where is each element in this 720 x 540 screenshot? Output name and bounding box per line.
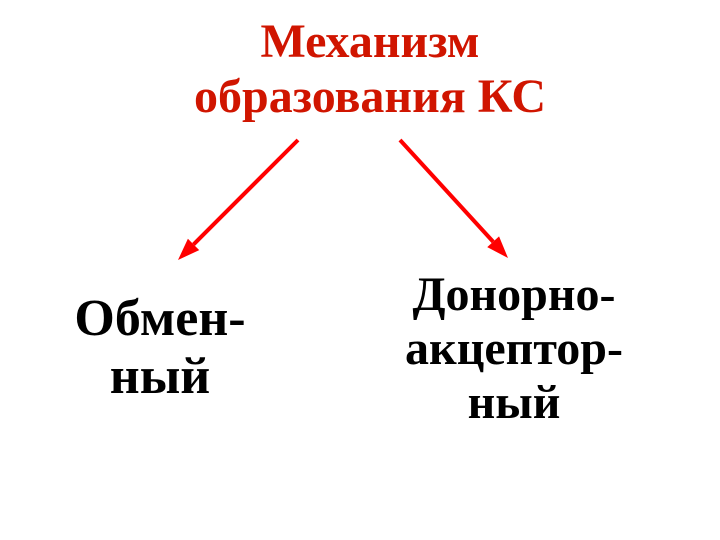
branch-right-line-2: акцептор- — [405, 322, 623, 375]
branch-right-line-1: Донорно- — [412, 268, 615, 321]
branch-left-line-2: ный — [110, 348, 211, 405]
arrow-right-line — [400, 140, 493, 242]
branch-right-label: Донорно- акцептор- ный — [344, 268, 684, 429]
branch-left-line-1: Обмен- — [74, 290, 245, 347]
branch-right-line-3: ный — [468, 376, 561, 429]
branch-left-label: Обмен- ный — [20, 290, 300, 406]
